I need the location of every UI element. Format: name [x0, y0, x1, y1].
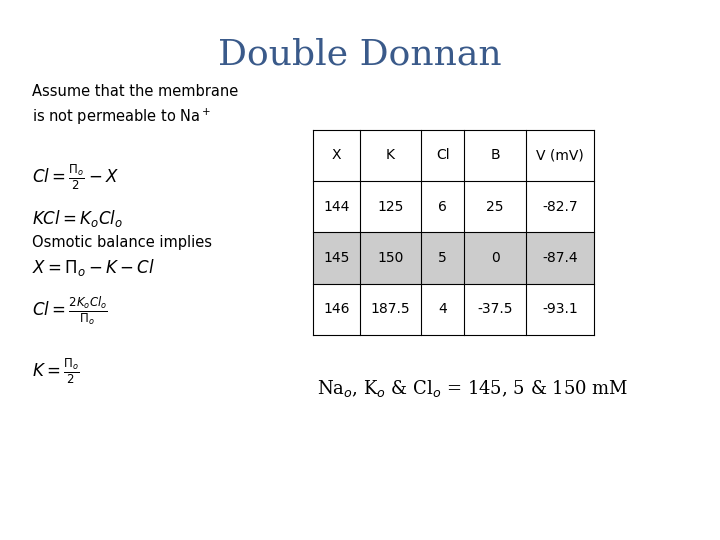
Text: $Cl = \frac{\Pi_o}{2} - X$: $Cl = \frac{\Pi_o}{2} - X$ — [32, 162, 120, 192]
Text: 146: 146 — [323, 302, 350, 316]
Text: $K = \frac{\Pi_o}{2}$: $K = \frac{\Pi_o}{2}$ — [32, 356, 80, 386]
Text: 145: 145 — [323, 251, 350, 265]
Text: 5: 5 — [438, 251, 447, 265]
Text: B: B — [490, 148, 500, 162]
Text: -93.1: -93.1 — [542, 302, 577, 316]
Bar — [313, 232, 594, 284]
Text: $Cl = \frac{2K_oCl_o}{\Pi_o}$: $Cl = \frac{2K_oCl_o}{\Pi_o}$ — [32, 294, 108, 327]
Text: Double Donnan: Double Donnan — [218, 38, 502, 72]
Text: 0: 0 — [490, 251, 500, 265]
Text: Assume that the membrane
is not permeable to Na$^+$: Assume that the membrane is not permeabl… — [32, 84, 238, 127]
Text: -82.7: -82.7 — [542, 200, 577, 213]
Text: Cl: Cl — [436, 148, 449, 162]
Text: 125: 125 — [377, 200, 404, 213]
Text: $KCl = K_oCl_o$: $KCl = K_oCl_o$ — [32, 208, 123, 229]
Text: 187.5: 187.5 — [371, 302, 410, 316]
Text: $X = \Pi_o - K - Cl$: $X = \Pi_o - K - Cl$ — [32, 256, 155, 278]
Text: -37.5: -37.5 — [477, 302, 513, 316]
Text: 144: 144 — [323, 200, 350, 213]
Text: 25: 25 — [486, 200, 504, 213]
Text: 150: 150 — [377, 251, 404, 265]
Text: Na$_o$, K$_o$ & Cl$_o$ = 145, 5 & 150 mM: Na$_o$, K$_o$ & Cl$_o$ = 145, 5 & 150 mM — [317, 378, 629, 399]
Text: V (mV): V (mV) — [536, 148, 584, 162]
Text: 6: 6 — [438, 200, 447, 213]
Text: K: K — [386, 148, 395, 162]
Text: -87.4: -87.4 — [542, 251, 577, 265]
Text: 4: 4 — [438, 302, 447, 316]
Text: Osmotic balance implies: Osmotic balance implies — [32, 235, 212, 250]
Text: X: X — [332, 148, 341, 162]
